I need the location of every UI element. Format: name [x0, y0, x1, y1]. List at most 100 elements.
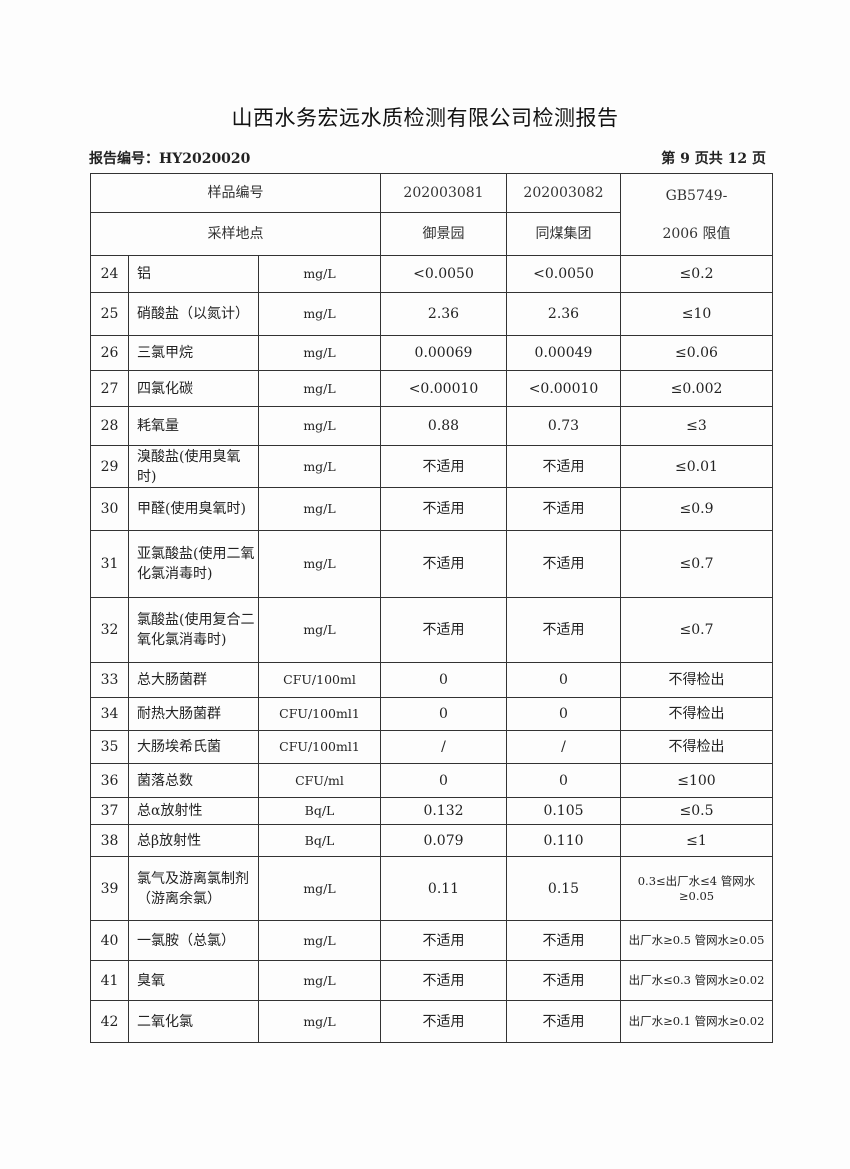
item-name: 三氯甲烷: [128, 335, 259, 371]
value-sample-1: 0: [380, 763, 507, 798]
row-number: 26: [90, 335, 129, 371]
unit: Bq/L: [258, 824, 381, 857]
value-sample-1: 0.132: [380, 797, 507, 825]
limit: ≤100: [620, 763, 773, 798]
unit: CFU/ml: [258, 763, 381, 798]
limit: ≤0.5: [620, 797, 773, 825]
row-number: 29: [90, 445, 129, 488]
unit: mg/L: [258, 406, 381, 446]
sample-no-label: 样品编号: [90, 173, 381, 213]
table-row: 36 菌落总数 CFU/ml 0 0 ≤100: [90, 763, 773, 798]
row-number: 38: [90, 824, 129, 857]
item-name: 氯酸盐(使用复合二氧化氯消毒时): [128, 597, 259, 663]
unit: mg/L: [258, 445, 381, 488]
item-name: 亚氯酸盐(使用二氧化氯消毒时): [128, 530, 259, 598]
item-name: 溴酸盐(使用臭氧时): [128, 445, 259, 488]
row-number: 27: [90, 370, 129, 407]
limit: 0.3≤出厂水≤4 管网水≥0.05: [620, 856, 773, 921]
value-sample-2: 0.73: [506, 406, 621, 446]
limit: ≤0.2: [620, 255, 773, 293]
table-row: 38 总β放射性 Bq/L 0.079 0.110 ≤1: [90, 824, 773, 857]
item-name: 总α放射性: [128, 797, 259, 825]
row-number: 41: [90, 960, 129, 1001]
report-number: 报告编号：HY2020020: [89, 151, 251, 167]
value-sample-2: 不适用: [506, 530, 621, 598]
value-sample-2: /: [506, 730, 621, 764]
value-sample-2: 不适用: [506, 1000, 621, 1043]
table-row: 41 臭氧 mg/L 不适用 不适用 出厂水≤0.3 管网水≥0.02: [90, 960, 773, 1001]
table-row: 31 亚氯酸盐(使用二氧化氯消毒时) mg/L 不适用 不适用 ≤0.7: [90, 530, 773, 598]
limit: ≤1: [620, 824, 773, 857]
row-number: 40: [90, 920, 129, 961]
limit: ≤0.9: [620, 487, 773, 531]
value-sample-2: <0.0050: [506, 255, 621, 293]
row-number: 37: [90, 797, 129, 825]
limit: 不得检出: [620, 730, 773, 764]
item-name: 甲醛(使用臭氧时): [128, 487, 259, 531]
item-name: 四氯化碳: [128, 370, 259, 407]
value-sample-1: 不适用: [380, 920, 507, 961]
limit: 不得检出: [620, 662, 773, 698]
table-row: 32 氯酸盐(使用复合二氧化氯消毒时) mg/L 不适用 不适用 ≤0.7: [90, 597, 773, 663]
page-info: 第 9 页共 12 页: [661, 151, 766, 167]
table-row: 25 硝酸盐（以氮计） mg/L 2.36 2.36 ≤10: [90, 292, 773, 336]
value-sample-2: 0.110: [506, 824, 621, 857]
limit: ≤0.7: [620, 597, 773, 663]
value-sample-2: 0: [506, 697, 621, 731]
item-name: 耗氧量: [128, 406, 259, 446]
unit: mg/L: [258, 920, 381, 961]
table-row: 42 二氧化氯 mg/L 不适用 不适用 出厂水≥0.1 管网水≥0.02: [90, 1000, 773, 1043]
item-name: 铝: [128, 255, 259, 293]
item-name: 一氯胺（总氯）: [128, 920, 259, 961]
unit: mg/L: [258, 856, 381, 921]
value-sample-1: /: [380, 730, 507, 764]
value-sample-1: 0: [380, 662, 507, 698]
value-sample-1: 2.36: [380, 292, 507, 336]
table-row: 33 总大肠菌群 CFU/100ml 0 0 不得检出: [90, 662, 773, 698]
table-row: 40 一氯胺（总氯） mg/L 不适用 不适用 出厂水≥0.5 管网水≥0.05: [90, 920, 773, 961]
value-sample-2: 不适用: [506, 960, 621, 1001]
unit: mg/L: [258, 1000, 381, 1043]
table-row: 28 耗氧量 mg/L 0.88 0.73 ≤3: [90, 406, 773, 446]
value-sample-1: 0.11: [380, 856, 507, 921]
unit: mg/L: [258, 370, 381, 407]
item-name: 二氧化氯: [128, 1000, 259, 1043]
table-row: 26 三氯甲烷 mg/L 0.00069 0.00049 ≤0.06: [90, 335, 773, 371]
limit: ≤0.002: [620, 370, 773, 407]
limit: ≤10: [620, 292, 773, 336]
unit: Bq/L: [258, 797, 381, 825]
unit: mg/L: [258, 530, 381, 598]
value-sample-1: 0.00069: [380, 335, 507, 371]
value-sample-1: 不适用: [380, 960, 507, 1001]
table-row: 29 溴酸盐(使用臭氧时) mg/L 不适用 不适用 ≤0.01: [90, 445, 773, 488]
value-sample-2: <0.00010: [506, 370, 621, 407]
standard-header: GB5749- 2006 限值: [620, 173, 773, 256]
item-name: 硝酸盐（以氮计）: [128, 292, 259, 336]
limit: ≤3: [620, 406, 773, 446]
sample-id-2: 202003082: [506, 173, 621, 213]
table-row: 34 耐热大肠菌群 CFU/100ml1 0 0 不得检出: [90, 697, 773, 731]
value-sample-2: 不适用: [506, 487, 621, 531]
value-sample-1: 不适用: [380, 1000, 507, 1043]
value-sample-2: 不适用: [506, 445, 621, 488]
table-row: 37 总α放射性 Bq/L 0.132 0.105 ≤0.5: [90, 797, 773, 825]
value-sample-1: 0.079: [380, 824, 507, 857]
row-number: 28: [90, 406, 129, 446]
report-title: 山西水务宏远水质检测有限公司检测报告: [231, 106, 619, 130]
unit: CFU/100ml1: [258, 697, 381, 731]
item-name: 总β放射性: [128, 824, 259, 857]
limit: ≤0.01: [620, 445, 773, 488]
value-sample-2: 0.00049: [506, 335, 621, 371]
row-number: 30: [90, 487, 129, 531]
standard-label-2: 2006 限值: [662, 225, 731, 242]
value-sample-2: 0.15: [506, 856, 621, 921]
row-number: 35: [90, 730, 129, 764]
value-sample-2: 0: [506, 662, 621, 698]
sample-site-label: 采样地点: [90, 212, 381, 256]
results-table: 样品编号 202003081 202003082 GB5749- 2006 限值 …: [90, 173, 773, 1043]
row-number: 39: [90, 856, 129, 921]
value-sample-1: <0.0050: [380, 255, 507, 293]
unit: mg/L: [258, 255, 381, 293]
row-number: 32: [90, 597, 129, 663]
limit: 出厂水≤0.3 管网水≥0.02: [620, 960, 773, 1001]
